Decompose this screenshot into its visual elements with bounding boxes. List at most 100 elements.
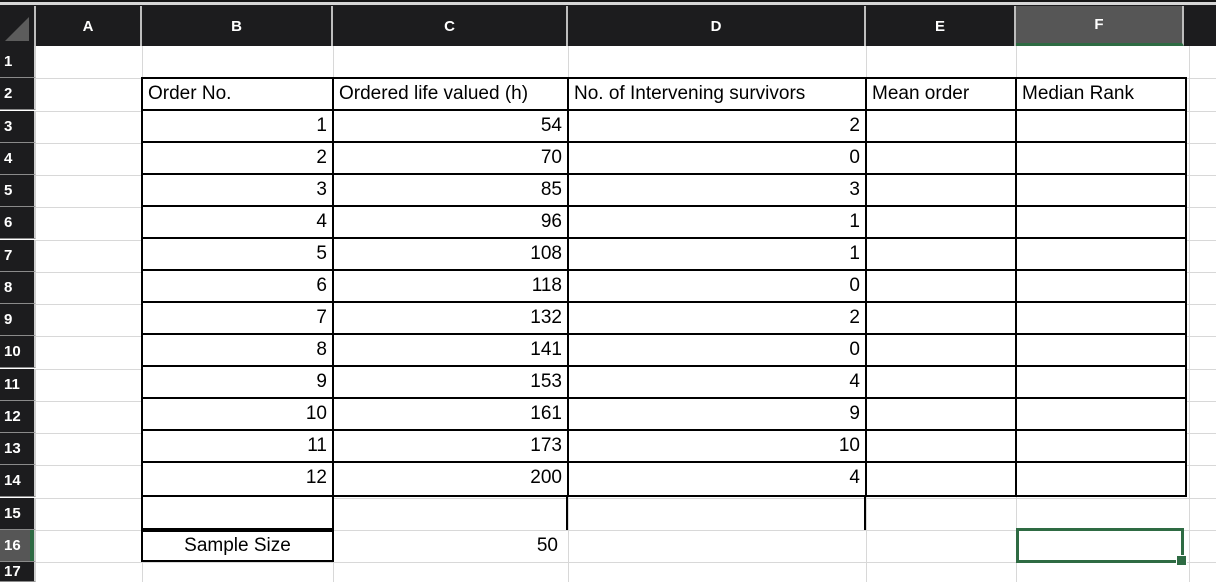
table-cell[interactable]: 1 (569, 239, 867, 271)
table-cell[interactable] (1017, 367, 1185, 399)
row-header-10[interactable]: 10 (0, 336, 36, 368)
row-header-3[interactable]: 3 (0, 111, 36, 143)
row-header-12[interactable]: 12 (0, 401, 36, 433)
column-header-F[interactable]: F (1016, 6, 1184, 46)
table-header-cell[interactable]: Order No. (143, 79, 334, 111)
table-cell[interactable]: 10 (143, 399, 334, 431)
table-cell[interactable]: 4 (569, 463, 867, 495)
table-cell[interactable]: 70 (334, 143, 569, 175)
table-cell[interactable] (1017, 271, 1185, 303)
table-cell[interactable]: 141 (334, 335, 569, 367)
table-cell[interactable]: 118 (334, 271, 569, 303)
row-header-2[interactable]: 2 (0, 78, 36, 110)
table-header-cell[interactable]: Mean order (867, 79, 1017, 111)
table-cell[interactable]: 9 (569, 399, 867, 431)
table-cell-value: 54 (540, 115, 562, 136)
table-cell[interactable]: 9 (143, 367, 334, 399)
table-cell[interactable] (1017, 463, 1185, 495)
row-header-17[interactable]: 17 (0, 562, 36, 582)
cell-B16-sample-size-label[interactable]: Sample Size (141, 530, 334, 562)
row-header-13[interactable]: 13 (0, 433, 36, 465)
table-header-cell[interactable]: Ordered life valued (h) (334, 79, 569, 111)
table-cell[interactable]: 96 (334, 207, 569, 239)
table-cell[interactable]: 12 (143, 463, 334, 495)
table-cell[interactable] (1017, 239, 1185, 271)
table-cell[interactable]: 10 (569, 431, 867, 463)
table-cell[interactable]: 11 (143, 431, 334, 463)
table-cell[interactable]: 153 (334, 367, 569, 399)
table-cell[interactable]: 4 (569, 367, 867, 399)
table-cell[interactable]: 1 (569, 207, 867, 239)
table-cell[interactable] (867, 399, 1017, 431)
table-cell[interactable] (867, 143, 1017, 175)
row-header-7[interactable]: 7 (0, 240, 36, 272)
table-cell[interactable]: 2 (569, 111, 867, 143)
row-header-16[interactable]: 16 (0, 530, 36, 562)
column-header-partial[interactable] (1184, 6, 1216, 46)
table-cell[interactable] (867, 463, 1017, 495)
table-cell[interactable] (867, 335, 1017, 367)
table-cell[interactable]: 0 (569, 335, 867, 367)
select-all-button[interactable] (0, 6, 36, 46)
table-cell[interactable]: 200 (334, 463, 569, 495)
row-header-1[interactable]: 1 (0, 46, 36, 78)
row-header-6[interactable]: 6 (0, 207, 36, 239)
table-cell[interactable] (1017, 303, 1185, 335)
table-cell[interactable] (867, 367, 1017, 399)
row-header-8[interactable]: 8 (0, 272, 36, 304)
active-cell-F16[interactable] (1016, 528, 1187, 566)
cell-C16-sample-size-value[interactable]: 50 (536, 535, 558, 556)
table-cell[interactable] (867, 239, 1017, 271)
column-header-C[interactable]: C (333, 6, 568, 46)
table-cell[interactable]: 2 (143, 143, 334, 175)
table-cell[interactable]: 161 (334, 399, 569, 431)
table-cell[interactable]: 5 (143, 239, 334, 271)
table-cell-value: 11 (307, 435, 327, 456)
table-cell[interactable] (867, 111, 1017, 143)
table-cell[interactable]: 3 (143, 175, 334, 207)
table-cell[interactable] (1017, 431, 1185, 463)
table-cell[interactable]: 7 (143, 303, 334, 335)
cell-B15[interactable] (141, 497, 334, 530)
column-header-B[interactable]: B (142, 6, 333, 46)
table-cell[interactable]: 8 (143, 335, 334, 367)
table-cell[interactable] (867, 207, 1017, 239)
row-header-9[interactable]: 9 (0, 304, 36, 336)
row-header-11[interactable]: 11 (0, 369, 36, 401)
table-cell[interactable]: 3 (569, 175, 867, 207)
table-cell[interactable] (1017, 207, 1185, 239)
table-cell[interactable]: 108 (334, 239, 569, 271)
table-cell[interactable]: 0 (569, 143, 867, 175)
table-cell[interactable] (1017, 143, 1185, 175)
row-header-4[interactable]: 4 (0, 143, 36, 175)
column-header-A[interactable]: A (36, 6, 142, 46)
table-cell[interactable]: 132 (334, 303, 569, 335)
table-cell[interactable] (867, 431, 1017, 463)
table-cell-value: 2 (849, 115, 860, 136)
table-cell[interactable]: 6 (143, 271, 334, 303)
row-header-15[interactable]: 15 (0, 498, 36, 530)
table-cell[interactable] (867, 175, 1017, 207)
row-header-label: 7 (4, 247, 13, 264)
table-cell[interactable] (1017, 399, 1185, 431)
table-cell[interactable] (867, 271, 1017, 303)
column-header-D[interactable]: D (568, 6, 866, 46)
table-header-cell[interactable]: Median Rank (1017, 79, 1185, 111)
table-cell[interactable]: 2 (569, 303, 867, 335)
table-cell[interactable]: 0 (569, 271, 867, 303)
table-cell[interactable] (867, 303, 1017, 335)
fill-handle[interactable] (1176, 555, 1187, 566)
table-cell[interactable]: 1 (143, 111, 334, 143)
table-cell[interactable]: 85 (334, 175, 569, 207)
table-cell[interactable] (1017, 175, 1185, 207)
table-cell[interactable]: 4 (143, 207, 334, 239)
row-header-14[interactable]: 14 (0, 465, 36, 497)
table-header-cell[interactable]: No. of Intervening survivors (569, 79, 867, 111)
column-header-E[interactable]: E (866, 6, 1016, 46)
row-header-5[interactable]: 5 (0, 175, 36, 207)
table-cell[interactable] (1017, 111, 1185, 143)
table-cell[interactable] (1017, 335, 1185, 367)
table-cell-value: 9 (316, 371, 327, 392)
table-cell[interactable]: 173 (334, 431, 569, 463)
table-cell[interactable]: 54 (334, 111, 569, 143)
